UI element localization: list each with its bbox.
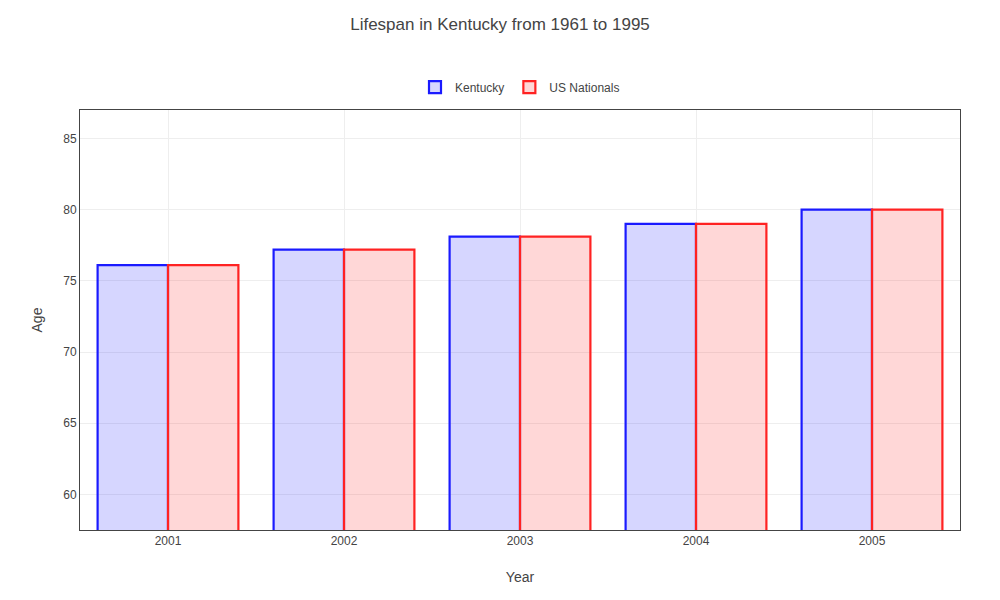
svg-text:Lifespan in Kentucky from 1961: Lifespan in Kentucky from 1961 to 1995: [350, 15, 650, 34]
svg-text:2003: 2003: [507, 534, 534, 548]
svg-text:70: 70: [63, 345, 77, 359]
svg-text:2002: 2002: [331, 534, 358, 548]
svg-text:Age: Age: [29, 307, 45, 332]
svg-text:80: 80: [63, 203, 77, 217]
svg-text:Kentucky: Kentucky: [455, 81, 504, 95]
svg-text:US Nationals: US Nationals: [549, 81, 619, 95]
svg-text:60: 60: [63, 488, 77, 502]
svg-text:75: 75: [63, 274, 77, 288]
svg-text:65: 65: [63, 416, 77, 430]
svg-text:2004: 2004: [683, 534, 710, 548]
svg-text:Year: Year: [506, 569, 535, 585]
svg-text:2001: 2001: [155, 534, 182, 548]
svg-text:85: 85: [63, 132, 77, 146]
svg-text:2005: 2005: [859, 534, 886, 548]
